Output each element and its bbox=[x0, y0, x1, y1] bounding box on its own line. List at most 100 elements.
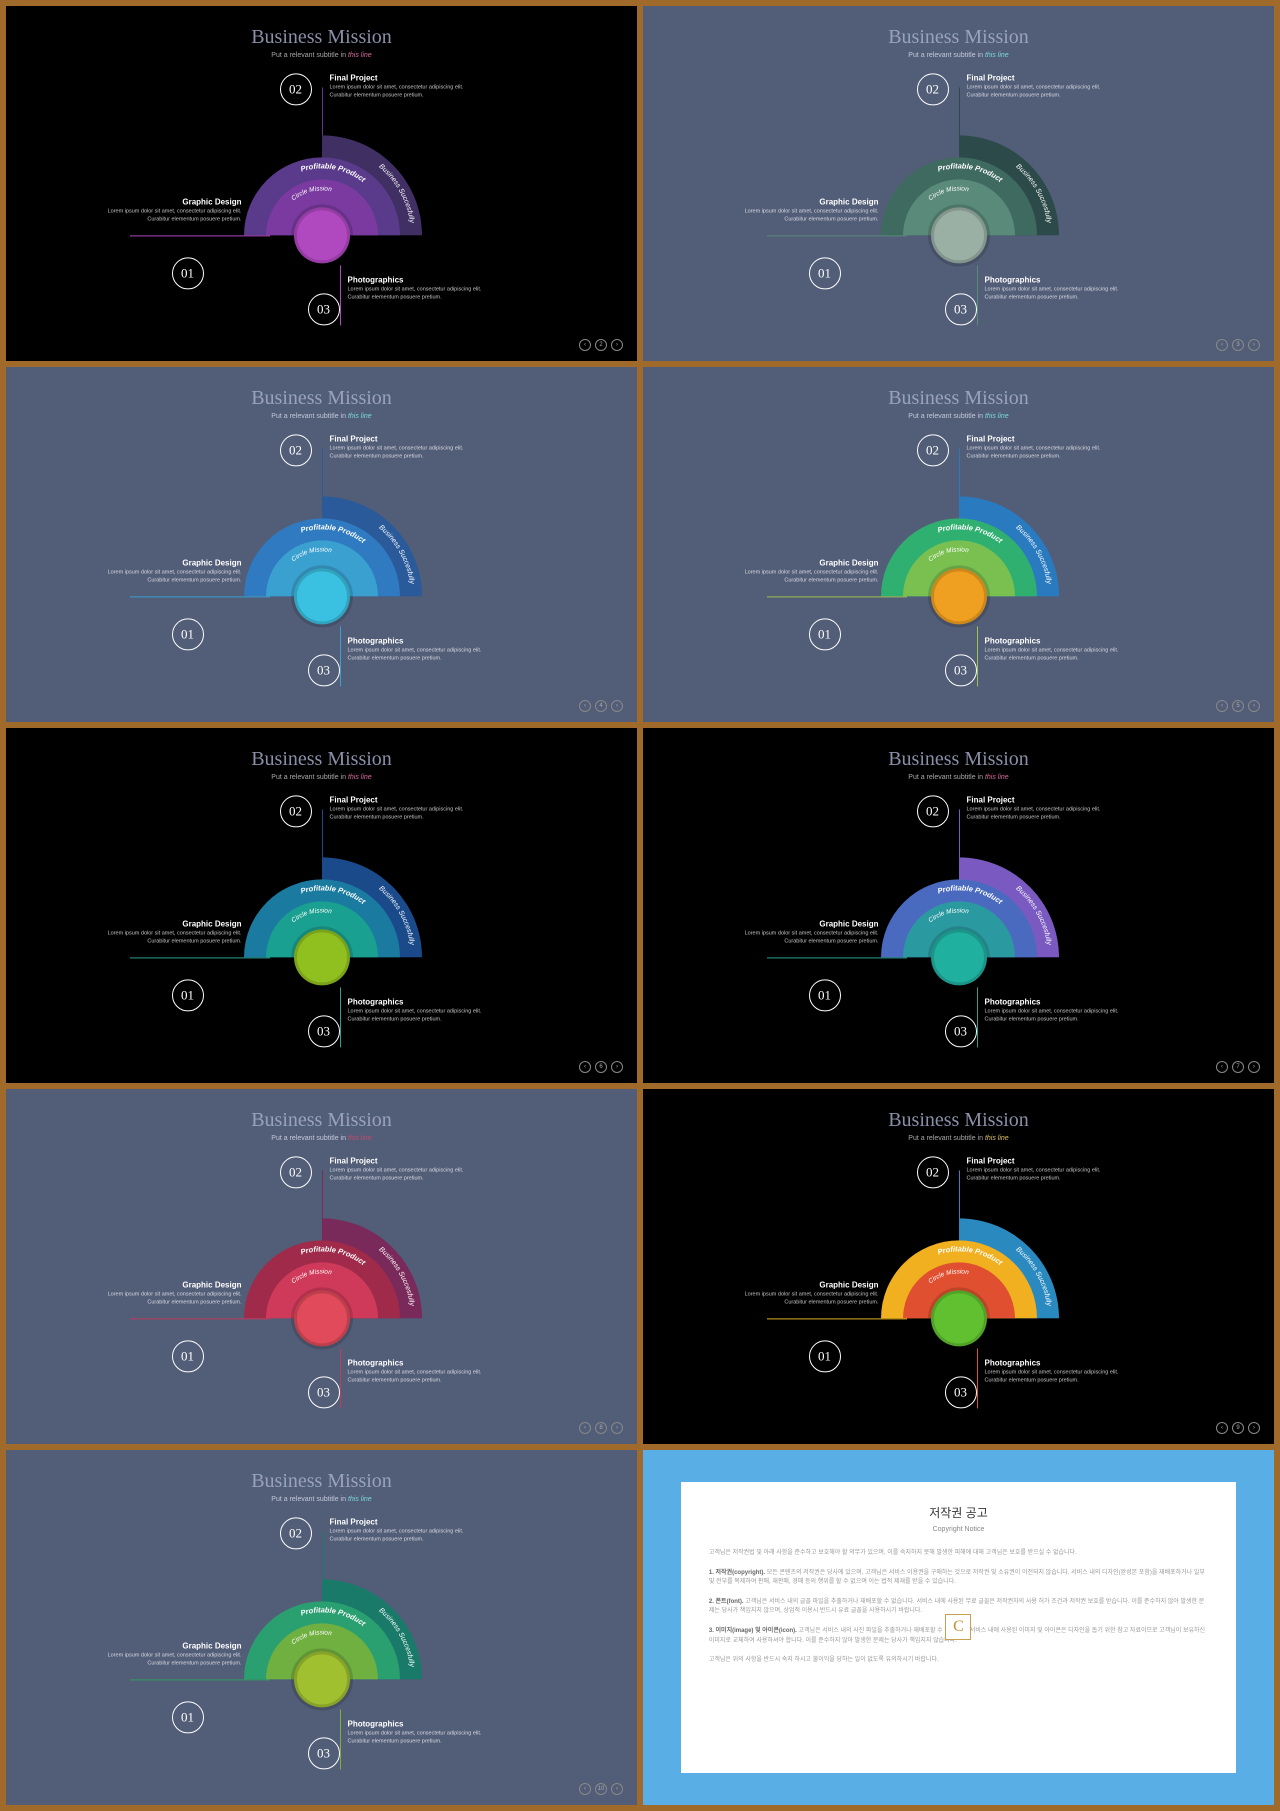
leader-line bbox=[340, 266, 341, 326]
subtitle-accent: this line bbox=[985, 774, 1009, 781]
item-title: Photographics bbox=[348, 276, 488, 285]
item-body: Lorem ipsum dolor sit amet, consectetur … bbox=[739, 931, 879, 946]
pager-next-icon[interactable]: › bbox=[611, 1422, 623, 1434]
logo-icon: C bbox=[945, 1614, 971, 1640]
item-body: Lorem ipsum dolor sit amet, consectetur … bbox=[102, 209, 242, 224]
title-block: Business Mission Put a relevant subtitle… bbox=[643, 367, 1274, 420]
pager-number: 6 bbox=[595, 1061, 607, 1073]
subtitle-accent: this line bbox=[348, 52, 372, 59]
item-body: Lorem ipsum dolor sit amet, consectetur … bbox=[102, 1292, 242, 1307]
pager-next-icon[interactable]: › bbox=[611, 700, 623, 712]
item-final-project: Final Project Lorem ipsum dolor sit amet… bbox=[967, 1157, 1107, 1183]
circle-diagram: Business Succesfully Profitable Product … bbox=[749, 66, 1169, 346]
pager-number: 2 bbox=[595, 339, 607, 351]
subtitle-pre: Put a relevant subtitle in bbox=[908, 1135, 985, 1142]
number-badge-03: 03 bbox=[308, 655, 340, 687]
pager-next-icon[interactable]: › bbox=[611, 1061, 623, 1073]
item-title: Graphic Design bbox=[102, 1281, 242, 1290]
item-photographics: Photographics Lorem ipsum dolor sit amet… bbox=[985, 276, 1125, 302]
circle-diagram: Business Succesfully Profitable Product … bbox=[749, 1149, 1169, 1429]
item-body: Lorem ipsum dolor sit amet, consectetur … bbox=[102, 931, 242, 946]
number-badge-02: 02 bbox=[917, 435, 949, 467]
item-body: Lorem ipsum dolor sit amet, consectetur … bbox=[739, 209, 879, 224]
pager-prev-icon[interactable]: ‹ bbox=[579, 339, 591, 351]
item-title: Final Project bbox=[330, 74, 470, 83]
item-graphic-design: Graphic Design Lorem ipsum dolor sit ame… bbox=[102, 198, 242, 224]
number-badge-01: 01 bbox=[172, 619, 204, 651]
item-final-project: Final Project Lorem ipsum dolor sit amet… bbox=[330, 1518, 470, 1544]
number-badge-01: 01 bbox=[172, 980, 204, 1012]
item-title: Photographics bbox=[348, 1720, 488, 1729]
pager-number: 5 bbox=[1232, 700, 1244, 712]
item-body: Lorem ipsum dolor sit amet, consectetur … bbox=[967, 1168, 1107, 1183]
pager-number: 3 bbox=[1232, 339, 1244, 351]
pager-next-icon[interactable]: › bbox=[1248, 339, 1260, 351]
copyright-clause-1: 1. 저작권(copyright). 모든 콘텐츠의 저작권은 당사에 있으며,… bbox=[709, 1569, 1208, 1588]
item-title: Graphic Design bbox=[739, 198, 879, 207]
template-slide: Business Mission Put a relevant subtitle… bbox=[643, 367, 1274, 722]
leader-line bbox=[130, 236, 270, 237]
slide-subtitle: Put a relevant subtitle in this line bbox=[6, 774, 637, 781]
item-title: Photographics bbox=[985, 637, 1125, 646]
subtitle-accent: this line bbox=[985, 52, 1009, 59]
pager: ‹ 9 › bbox=[1216, 1422, 1260, 1434]
item-graphic-design: Graphic Design Lorem ipsum dolor sit ame… bbox=[739, 198, 879, 224]
number-badge-03: 03 bbox=[945, 1016, 977, 1048]
title-block: Business Mission Put a relevant subtitle… bbox=[643, 1089, 1274, 1142]
pager-prev-icon[interactable]: ‹ bbox=[1216, 1422, 1228, 1434]
pager-next-icon[interactable]: › bbox=[1248, 1422, 1260, 1434]
copyright-slide: 저작권 공고 Copyright Notice 고객님은 저작권법 및 아래 사… bbox=[643, 1450, 1274, 1805]
pager-prev-icon[interactable]: ‹ bbox=[579, 1061, 591, 1073]
item-graphic-design: Graphic Design Lorem ipsum dolor sit ame… bbox=[102, 920, 242, 946]
item-body: Lorem ipsum dolor sit amet, consectetur … bbox=[102, 1653, 242, 1668]
item-title: Final Project bbox=[330, 1157, 470, 1166]
item-photographics: Photographics Lorem ipsum dolor sit amet… bbox=[348, 1720, 488, 1746]
pager-prev-icon[interactable]: ‹ bbox=[1216, 1061, 1228, 1073]
subtitle-pre: Put a relevant subtitle in bbox=[271, 1496, 348, 1503]
item-final-project: Final Project Lorem ipsum dolor sit amet… bbox=[967, 796, 1107, 822]
pager: ‹ 2 › bbox=[579, 339, 623, 351]
item-body: Lorem ipsum dolor sit amet, consectetur … bbox=[348, 648, 488, 663]
number-badge-01: 01 bbox=[809, 1341, 841, 1373]
pager: ‹ 5 › bbox=[1216, 700, 1260, 712]
number-badge-02: 02 bbox=[917, 796, 949, 828]
leader-line bbox=[130, 597, 270, 598]
slide-title: Business Mission bbox=[6, 1109, 637, 1132]
item-title: Final Project bbox=[330, 796, 470, 805]
pager-next-icon[interactable]: › bbox=[1248, 1061, 1260, 1073]
pager-prev-icon[interactable]: ‹ bbox=[579, 700, 591, 712]
pager-prev-icon[interactable]: ‹ bbox=[579, 1422, 591, 1434]
item-final-project: Final Project Lorem ipsum dolor sit amet… bbox=[967, 435, 1107, 461]
slide-subtitle: Put a relevant subtitle in this line bbox=[643, 1135, 1274, 1142]
item-title: Graphic Design bbox=[739, 920, 879, 929]
copyright-title: 저작권 공고 bbox=[709, 1504, 1208, 1523]
leader-line bbox=[977, 627, 978, 687]
item-body: Lorem ipsum dolor sit amet, consectetur … bbox=[967, 85, 1107, 100]
pager-prev-icon[interactable]: ‹ bbox=[1216, 700, 1228, 712]
number-badge-02: 02 bbox=[280, 435, 312, 467]
leader-line bbox=[340, 988, 341, 1048]
item-photographics: Photographics Lorem ipsum dolor sit amet… bbox=[348, 998, 488, 1024]
pager-number: 9 bbox=[1232, 1422, 1244, 1434]
leader-line bbox=[340, 627, 341, 687]
pager-number: 10 bbox=[595, 1783, 607, 1795]
pager-next-icon[interactable]: › bbox=[611, 339, 623, 351]
pager-prev-icon[interactable]: ‹ bbox=[1216, 339, 1228, 351]
pager-prev-icon[interactable]: ‹ bbox=[579, 1783, 591, 1795]
subtitle-accent: this line bbox=[348, 774, 372, 781]
leader-line bbox=[322, 88, 323, 136]
item-graphic-design: Graphic Design Lorem ipsum dolor sit ame… bbox=[102, 1642, 242, 1668]
item-final-project: Final Project Lorem ipsum dolor sit amet… bbox=[330, 796, 470, 822]
number-badge-02: 02 bbox=[280, 74, 312, 106]
pager-next-icon[interactable]: › bbox=[1248, 700, 1260, 712]
title-block: Business Mission Put a relevant subtitle… bbox=[6, 1089, 637, 1142]
leader-line bbox=[959, 810, 960, 858]
pager-next-icon[interactable]: › bbox=[611, 1783, 623, 1795]
item-body: Lorem ipsum dolor sit amet, consectetur … bbox=[985, 1009, 1125, 1024]
item-photographics: Photographics Lorem ipsum dolor sit amet… bbox=[985, 637, 1125, 663]
slide-subtitle: Put a relevant subtitle in this line bbox=[643, 774, 1274, 781]
item-body: Lorem ipsum dolor sit amet, consectetur … bbox=[985, 287, 1125, 302]
item-body: Lorem ipsum dolor sit amet, consectetur … bbox=[348, 1009, 488, 1024]
item-title: Graphic Design bbox=[102, 1642, 242, 1651]
item-body: Lorem ipsum dolor sit amet, consectetur … bbox=[330, 1168, 470, 1183]
